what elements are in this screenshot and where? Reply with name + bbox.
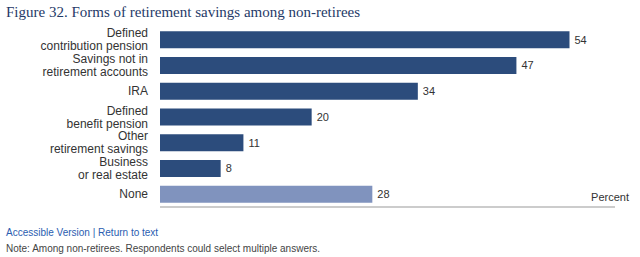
svg-text:retirement accounts: retirement accounts xyxy=(43,65,148,79)
html-text:Accessible Version | Return to: Accessible Version | Return to text xyxy=(6,227,159,238)
svg-text:54: 54 xyxy=(575,34,587,46)
svg-text:Percent: Percent xyxy=(591,191,629,203)
svg-text:11: 11 xyxy=(248,137,259,149)
html-text:Figure 32. Forms of retirement: Figure 32. Forms of retirement savings a… xyxy=(6,4,361,20)
svg-text:47: 47 xyxy=(521,59,533,71)
svg-text:28: 28 xyxy=(377,188,389,200)
svg-text:IRA: IRA xyxy=(128,84,148,98)
svg-text:retirement savings: retirement savings xyxy=(50,142,148,157)
svg-text:None: None xyxy=(119,187,148,201)
svg-text:benefit pension: benefit pension xyxy=(66,116,148,131)
svg-text:Defined: Defined xyxy=(107,26,148,40)
svg-text:Business: Business xyxy=(99,155,148,169)
svg-text:contribution pension: contribution pension xyxy=(40,39,148,54)
svg-text:Other: Other xyxy=(118,129,148,143)
svg-text:or real estate: or real estate xyxy=(78,168,148,182)
svg-text:20: 20 xyxy=(317,111,329,123)
svg-text:Defined: Defined xyxy=(107,104,148,118)
html-text:Note: Among non-retirees. Resp: Note: Among non-retirees. Respondents co… xyxy=(6,243,321,254)
svg-text:34: 34 xyxy=(423,85,435,97)
svg-text:Savings not in: Savings not in xyxy=(73,52,148,66)
svg-text:8: 8 xyxy=(226,162,232,174)
